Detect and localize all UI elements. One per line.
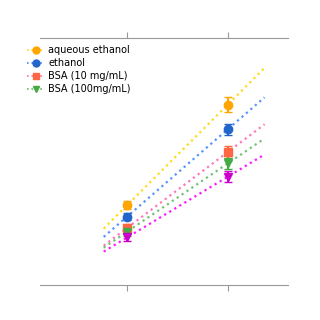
Legend: aqueous ethanol, ethanol, BSA (10 mg/mL), BSA (100mg/mL): aqueous ethanol, ethanol, BSA (10 mg/mL)…	[25, 43, 133, 96]
